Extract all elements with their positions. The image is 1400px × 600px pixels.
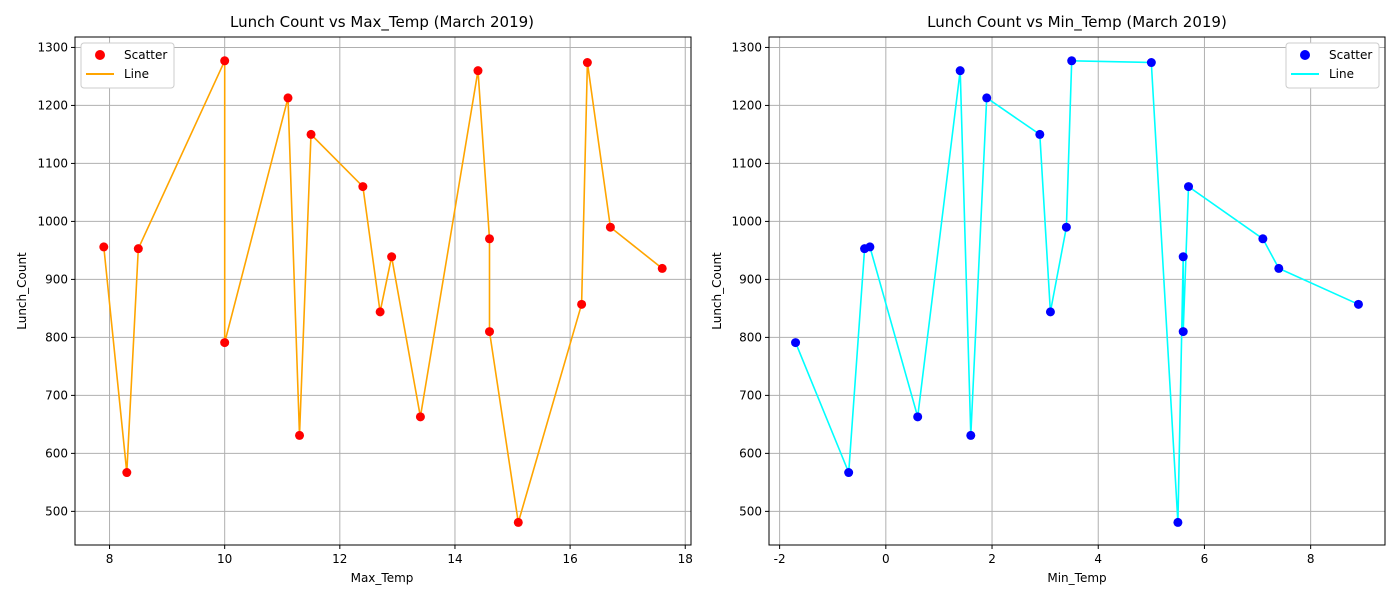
legend-scatter-label: Scatter xyxy=(1329,48,1372,62)
data-point xyxy=(955,66,965,76)
data-point xyxy=(99,242,109,252)
data-point xyxy=(1353,299,1363,309)
data-point xyxy=(605,222,615,232)
data-point xyxy=(220,338,230,348)
chart-min-temp: Lunch Count vs Min_Temp (March 2019) -2 0… xyxy=(710,13,1386,585)
y-tick-label: 1300 xyxy=(37,40,68,54)
y-tick-label: 700 xyxy=(739,388,762,402)
plot-frame xyxy=(768,36,1386,546)
chart-title: Lunch Count vs Max_Temp (March 2019) xyxy=(230,13,534,32)
y-axis-label: Lunch_Count xyxy=(710,252,724,330)
data-point xyxy=(122,468,132,478)
data-point xyxy=(1061,222,1071,232)
legend-scatter-marker xyxy=(1300,50,1310,60)
data-point xyxy=(387,252,397,262)
y-tick-label: 900 xyxy=(739,272,762,286)
x-tick-label: -2 xyxy=(774,552,786,566)
data-point xyxy=(473,66,483,76)
y-tick-label: 1100 xyxy=(37,156,68,170)
data-point xyxy=(791,338,801,348)
data-point xyxy=(415,412,425,422)
data-point xyxy=(1274,263,1284,273)
y-tick-label: 1000 xyxy=(731,214,762,228)
x-axis-label: Min_Temp xyxy=(1047,571,1106,585)
y-axis-label: Lunch_Count xyxy=(15,252,29,330)
x-tick-label: 6 xyxy=(1201,552,1209,566)
x-tick-label: 8 xyxy=(1307,552,1315,566)
y-tick-label: 600 xyxy=(739,446,762,460)
grid xyxy=(769,37,1385,545)
x-tick-label: 10 xyxy=(217,552,232,566)
data-point xyxy=(358,182,368,192)
data-point xyxy=(1067,56,1077,66)
y-tick-label: 900 xyxy=(45,272,68,286)
data-point xyxy=(1178,252,1188,262)
data-point xyxy=(283,93,293,103)
data-point xyxy=(657,263,667,273)
data-point xyxy=(1045,307,1055,317)
data-point xyxy=(133,244,143,254)
data-point xyxy=(966,430,976,440)
x-tick-label: 18 xyxy=(678,552,693,566)
data-point xyxy=(295,430,305,440)
series-points xyxy=(791,56,1363,527)
data-point xyxy=(375,307,385,317)
data-point xyxy=(844,468,854,478)
axis-ticks: 8 10 12 14 16 18 500 600 700 800 900 1000 1100 1200 13… xyxy=(37,40,692,566)
axis-ticks: -2 0 2 4 6 8 500 600 700 800 900 1000 1100 1200 1300 xyxy=(731,40,1314,566)
y-tick-label: 600 xyxy=(45,446,68,460)
series-line-path xyxy=(103,60,663,523)
data-point xyxy=(1173,517,1183,527)
x-tick-label: 16 xyxy=(562,552,577,566)
data-point xyxy=(913,412,923,422)
chart-max-temp: Lunch Count vs Max_Temp (March 2019) 8 10… xyxy=(15,13,693,585)
y-tick-label: 700 xyxy=(45,388,68,402)
y-tick-label: 800 xyxy=(739,330,762,344)
data-point xyxy=(577,299,587,309)
data-point xyxy=(1035,129,1045,139)
legend: Scatter Line xyxy=(1285,42,1380,89)
x-tick-label: 12 xyxy=(332,552,347,566)
data-point xyxy=(1146,58,1156,68)
y-tick-label: 800 xyxy=(45,330,68,344)
plot-frame xyxy=(74,36,692,546)
grid xyxy=(75,37,691,545)
series-line-path xyxy=(794,59,1359,523)
legend-scatter-label: Scatter xyxy=(124,48,167,62)
x-tick-label: 4 xyxy=(1094,552,1102,566)
legend: Scatter Line xyxy=(80,42,175,89)
x-tick-label: 14 xyxy=(447,552,462,566)
y-tick-label: 500 xyxy=(739,504,762,518)
x-tick-label: 8 xyxy=(106,552,114,566)
x-tick-label: 0 xyxy=(882,552,890,566)
y-tick-label: 1100 xyxy=(731,156,762,170)
y-tick-label: 1200 xyxy=(37,98,68,112)
y-tick-label: 500 xyxy=(45,504,68,518)
data-point xyxy=(220,56,230,66)
data-point xyxy=(1178,327,1188,337)
legend-line-label: Line xyxy=(124,67,149,81)
x-tick-label: 2 xyxy=(988,552,996,566)
data-point xyxy=(1258,234,1268,244)
series-points xyxy=(99,56,667,527)
data-point xyxy=(865,242,875,252)
legend-line-label: Line xyxy=(1329,67,1354,81)
series-line xyxy=(794,59,1359,523)
data-point xyxy=(582,58,592,68)
chart-title: Lunch Count vs Min_Temp (March 2019) xyxy=(927,13,1227,32)
series-line xyxy=(103,60,663,523)
data-point xyxy=(485,327,495,337)
y-tick-label: 1000 xyxy=(37,214,68,228)
data-point xyxy=(982,93,992,103)
data-point xyxy=(306,129,316,139)
x-axis-label: Max_Temp xyxy=(351,571,414,585)
data-point xyxy=(485,234,495,244)
data-point xyxy=(1184,182,1194,192)
y-tick-label: 1200 xyxy=(731,98,762,112)
legend-scatter-marker xyxy=(95,50,105,60)
y-tick-label: 1300 xyxy=(731,40,762,54)
data-point xyxy=(513,517,523,527)
